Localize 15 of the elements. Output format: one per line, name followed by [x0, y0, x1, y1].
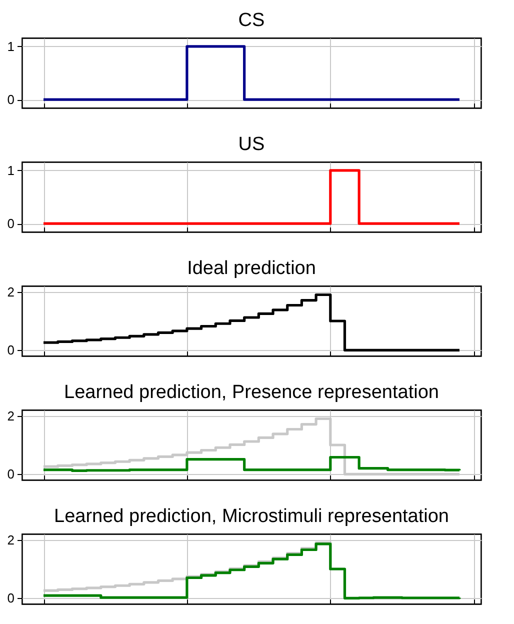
y-tick-label: 2: [7, 408, 14, 424]
y-tick-label: 0: [7, 92, 14, 108]
y-tick-label: 1: [7, 162, 14, 178]
y-tick-label: 2: [7, 284, 14, 300]
chart-title: US: [238, 134, 265, 155]
y-tick-label: 0: [7, 466, 14, 482]
y-tick-label: 0: [7, 216, 14, 232]
chart-title: Ideal prediction: [187, 258, 316, 279]
chart-title: Learned prediction, Microstimuli representation: [54, 506, 449, 527]
y-tick-label: 0: [7, 342, 14, 358]
y-tick-label: 0: [7, 590, 14, 606]
y-tick-label: 1: [7, 38, 14, 54]
chart-title: CS: [238, 10, 265, 31]
y-tick-label: 2: [7, 532, 14, 548]
chart-title: Learned prediction, Presence representation: [64, 382, 439, 403]
